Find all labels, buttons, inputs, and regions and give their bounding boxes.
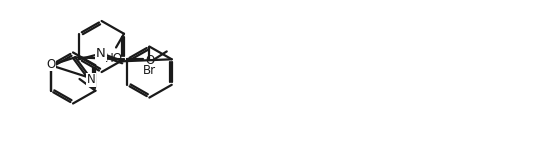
- Text: N: N: [96, 47, 106, 60]
- Text: O: O: [46, 58, 55, 71]
- Text: HO: HO: [105, 52, 123, 65]
- Text: Br: Br: [143, 64, 156, 77]
- Text: N: N: [87, 73, 96, 86]
- Text: O: O: [146, 54, 155, 67]
